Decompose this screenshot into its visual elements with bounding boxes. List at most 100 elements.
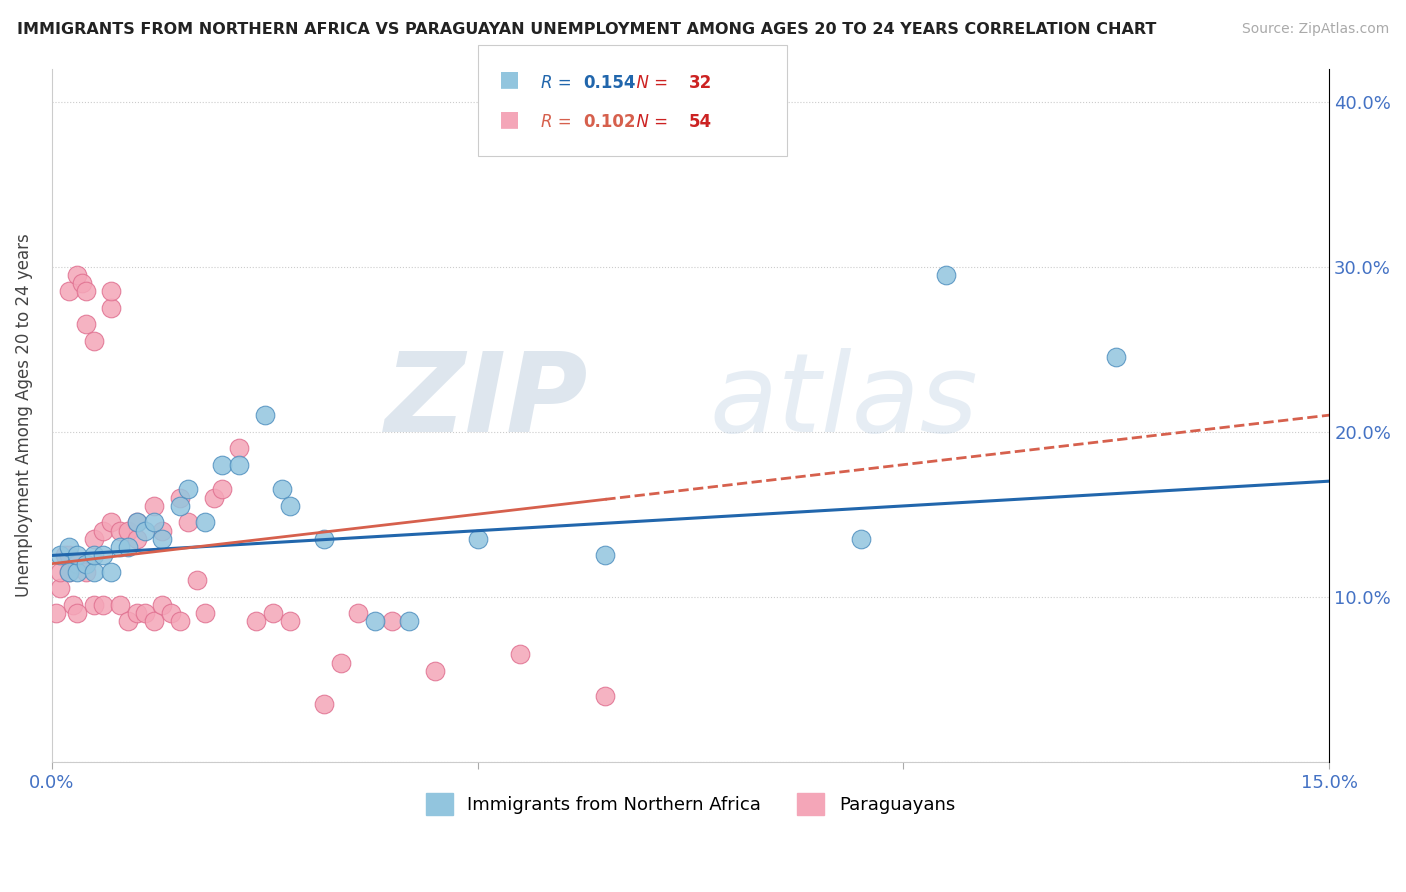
Point [347, 606, 370, 620]
Point [117, 524, 139, 538]
Point [177, 483, 200, 497]
Point [91, 524, 114, 538]
Point [509, 648, 531, 662]
Point [66, 549, 89, 563]
Point [49, 549, 72, 563]
Point [314, 532, 336, 546]
Point [211, 483, 233, 497]
Point [66, 268, 89, 282]
Point [58, 565, 80, 579]
Point [117, 615, 139, 629]
Text: Source: ZipAtlas.com: Source: ZipAtlas.com [1241, 22, 1389, 37]
Point [75, 318, 97, 332]
Point [108, 540, 131, 554]
Point [49, 582, 72, 596]
Text: IMMIGRANTS FROM NORTHERN AFRICA VS PARAGUAYAN UNEMPLOYMENT AMONG AGES 20 TO 24 Y: IMMIGRANTS FROM NORTHERN AFRICA VS PARAG… [17, 22, 1156, 37]
Text: 54: 54 [689, 113, 711, 131]
Point [75, 565, 97, 579]
Point [935, 268, 957, 282]
Point [83, 334, 105, 348]
Point [142, 499, 165, 513]
Point [152, 524, 174, 538]
Point [58, 565, 80, 579]
Point [58, 285, 80, 299]
Point [125, 516, 148, 530]
Text: ■: ■ [499, 70, 520, 89]
Text: R =: R = [541, 113, 578, 131]
Point [595, 689, 617, 703]
Point [194, 516, 217, 530]
Point [152, 532, 174, 546]
Point [142, 516, 165, 530]
Point [134, 524, 156, 538]
Point [467, 532, 489, 546]
Point [330, 656, 353, 670]
Point [66, 606, 89, 620]
Text: ■: ■ [499, 109, 520, 128]
Text: ZIP: ZIP [385, 348, 588, 455]
Y-axis label: Unemployment Among Ages 20 to 24 years: Unemployment Among Ages 20 to 24 years [15, 234, 32, 597]
Point [100, 516, 122, 530]
Point [125, 606, 148, 620]
Text: 0.154: 0.154 [583, 74, 636, 92]
Text: N =: N = [626, 74, 673, 92]
Point [381, 615, 404, 629]
Point [194, 606, 217, 620]
Point [100, 565, 122, 579]
Point [83, 565, 105, 579]
Point [117, 540, 139, 554]
Point [169, 615, 191, 629]
Point [364, 615, 387, 629]
Point [58, 549, 80, 563]
Point [423, 664, 446, 678]
Point [152, 598, 174, 612]
Point [91, 598, 114, 612]
Point [228, 441, 250, 455]
Point [100, 301, 122, 315]
Point [398, 615, 420, 629]
Point [228, 458, 250, 472]
Point [134, 606, 156, 620]
Point [108, 524, 131, 538]
Point [125, 532, 148, 546]
Point [169, 491, 191, 505]
Point [125, 516, 148, 530]
Point [45, 606, 67, 620]
Point [53, 549, 76, 563]
Text: N =: N = [626, 113, 673, 131]
Point [270, 483, 292, 497]
Point [62, 598, 84, 612]
Point [75, 557, 97, 571]
Legend: Immigrants from Northern Africa, Paraguayans: Immigrants from Northern Africa, Paragua… [426, 793, 955, 815]
Point [245, 615, 267, 629]
Point [595, 549, 617, 563]
Point [83, 549, 105, 563]
Point [108, 598, 131, 612]
Point [142, 615, 165, 629]
Text: atlas: atlas [710, 348, 979, 455]
Text: R =: R = [541, 74, 578, 92]
Point [66, 565, 89, 579]
Point [177, 516, 200, 530]
Point [253, 408, 276, 422]
Point [262, 606, 284, 620]
Point [83, 532, 105, 546]
Point [83, 598, 105, 612]
Point [314, 697, 336, 711]
Point [70, 276, 93, 290]
Point [160, 606, 183, 620]
Point [49, 565, 72, 579]
Text: 0.102: 0.102 [583, 113, 636, 131]
Point [1105, 351, 1128, 365]
Point [278, 615, 301, 629]
Point [58, 540, 80, 554]
Text: 32: 32 [689, 74, 713, 92]
Point [202, 491, 225, 505]
Point [66, 557, 89, 571]
Point [91, 549, 114, 563]
Point [211, 458, 233, 472]
Point [849, 532, 872, 546]
Point [100, 285, 122, 299]
Point [186, 573, 208, 587]
Point [278, 499, 301, 513]
